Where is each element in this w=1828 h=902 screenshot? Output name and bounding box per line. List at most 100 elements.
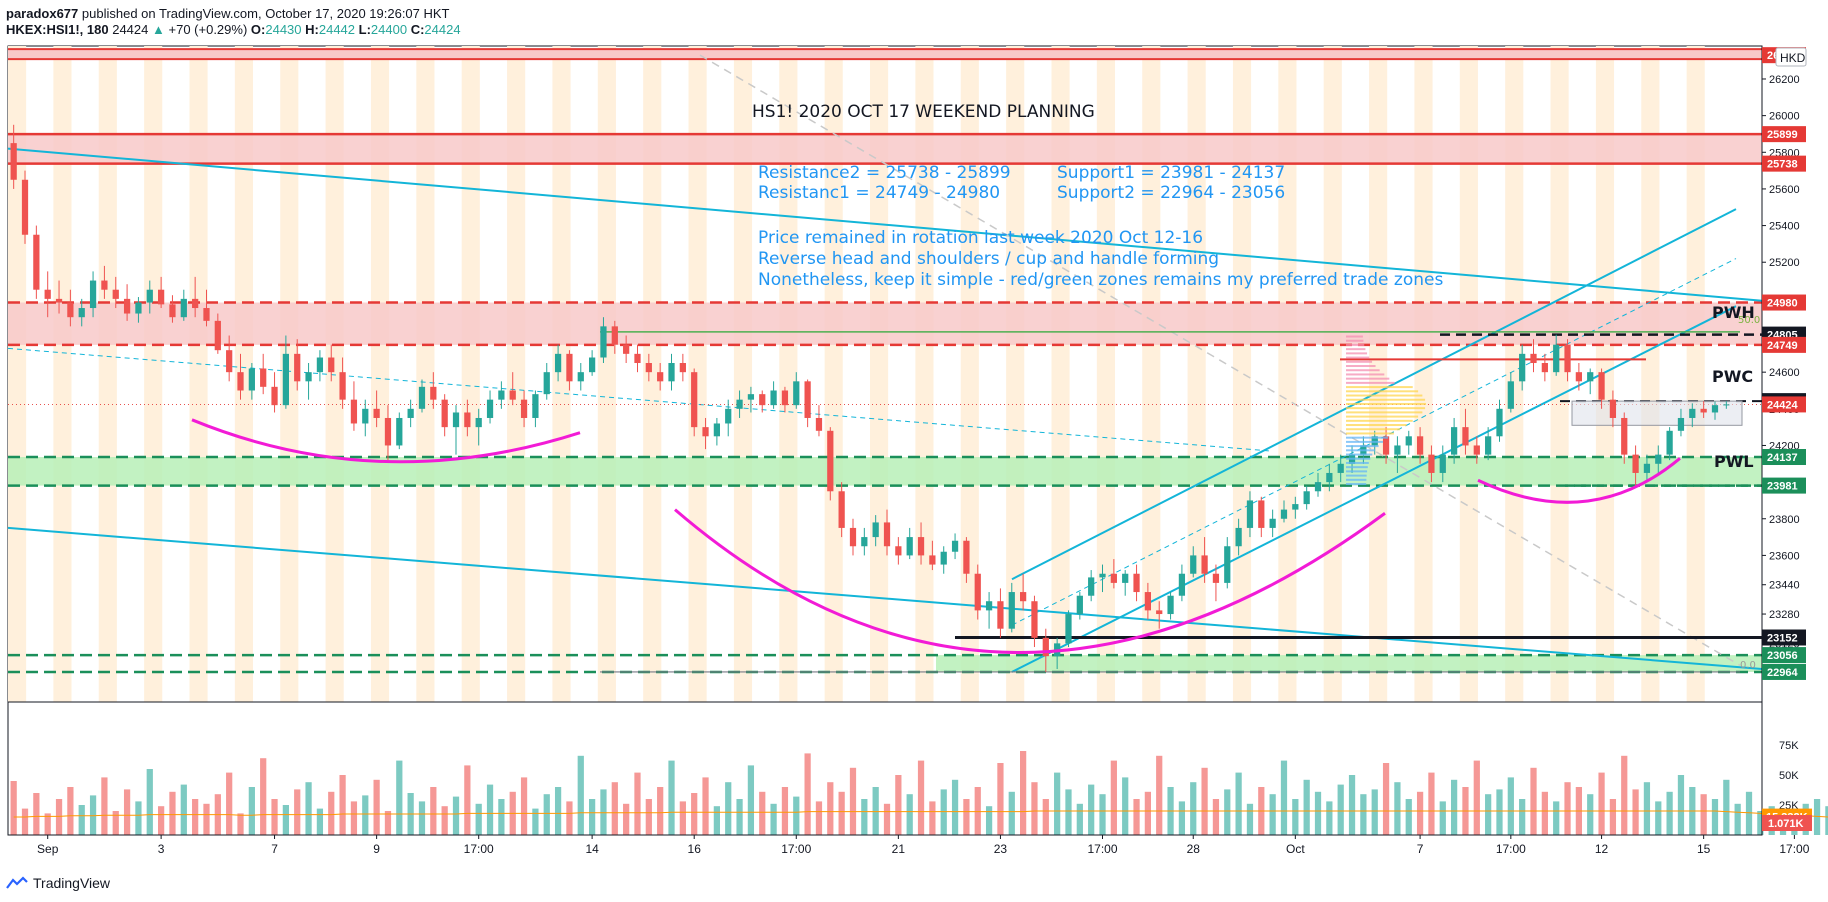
volume-bar: [1246, 803, 1254, 835]
time-tick-label: 12: [1595, 842, 1609, 856]
candle-body: [1632, 454, 1639, 473]
currency-badge[interactable]: HKD: [1775, 47, 1807, 67]
candle-body: [418, 386, 426, 409]
volume-bar: [849, 767, 857, 835]
candle-body: [509, 390, 516, 400]
candle-body: [940, 551, 947, 565]
time-tick-label: 14: [585, 842, 599, 856]
session-band: [1051, 46, 1070, 702]
volume-bar: [917, 760, 925, 835]
candle-body: [123, 298, 131, 314]
candle-body: [1292, 504, 1299, 510]
volume-profile-row: [1346, 440, 1383, 443]
volume-bar: [475, 803, 482, 835]
volume-bar: [1416, 791, 1424, 835]
volume-bar: [1280, 760, 1288, 835]
candle-body: [1337, 463, 1344, 473]
candle-body: [486, 399, 494, 418]
candle-body: [895, 546, 902, 556]
open-label: O:: [250, 22, 266, 37]
volume-bar: [702, 777, 709, 835]
price-tick-label: 23600: [1769, 550, 1800, 562]
volume-bar: [1405, 799, 1412, 835]
candle-body: [339, 372, 346, 400]
candle-body: [271, 386, 278, 406]
volume-bar: [350, 801, 358, 835]
volume-bar: [282, 805, 290, 835]
candle-body: [1110, 573, 1117, 583]
candle-body: [1019, 592, 1027, 602]
candle-body: [498, 390, 505, 400]
candle-body: [396, 417, 403, 446]
volume-bar: [362, 795, 369, 835]
volume-bar: [373, 779, 380, 835]
candle-body: [1212, 573, 1220, 583]
time-tick-label: 15: [1697, 842, 1711, 856]
volume-bar: [226, 772, 233, 835]
volume-profile: [1346, 335, 1426, 486]
consolidation-box: [1571, 400, 1743, 426]
volume-profile-row: [1346, 432, 1394, 435]
candle-body: [1439, 454, 1446, 473]
candle-body: [169, 304, 176, 318]
volume-bar: [384, 811, 392, 835]
price-label-badge: [1762, 663, 1806, 680]
candle-body: [373, 408, 380, 418]
session-band: [234, 46, 253, 702]
candle-body: [248, 368, 255, 391]
session-band: [189, 46, 208, 702]
left-shoulder-arc: [191, 418, 581, 464]
volume-bar: [396, 760, 403, 835]
downtrend-line-upper: [7, 147, 1763, 302]
symbol-label[interactable]: HKEX:HSI1!, 180: [6, 22, 109, 37]
candle-body: [883, 522, 891, 547]
session-band: [416, 46, 435, 702]
time-axis[interactable]: Sep 3 7 9 17:00 14 16 17:00 21 23 17:00 28 Oct 7 17:00…: [37, 835, 1828, 856]
session-band: [733, 46, 753, 702]
close-label: C:: [410, 22, 425, 37]
candle-body: [1099, 573, 1106, 578]
candle-body: [611, 326, 618, 345]
volume-bar: [634, 772, 641, 835]
volume-bar: [1360, 794, 1367, 835]
volume-bar: [1530, 767, 1537, 835]
candle-body: [1677, 417, 1685, 431]
annotation-resistance2: Resistance2 = 25738 - 25899: [758, 163, 1011, 183]
open-value: 24430: [265, 22, 302, 37]
candle-body: [929, 555, 936, 565]
candle-body: [1076, 595, 1083, 615]
time-tick-label: 7: [1417, 842, 1424, 856]
candle-body: [1575, 372, 1583, 382]
candle-body: [1201, 555, 1208, 574]
price-label-text: 22964: [1767, 667, 1798, 679]
volume-bar: [1144, 791, 1152, 835]
volume-bar: [532, 808, 539, 835]
candle-body: [747, 394, 755, 400]
volume-bar: [1076, 803, 1083, 835]
candle-body: [974, 573, 981, 611]
volume-profile-row: [1346, 436, 1389, 439]
price-axis[interactable]: 2296023120232802344023600238002400024200…: [1761, 46, 1812, 835]
price-label-badge: [1762, 396, 1806, 413]
candle-body: [951, 540, 959, 552]
tradingview-logo[interactable]: TradingView: [6, 875, 110, 891]
volume-profile-row: [1346, 369, 1380, 372]
publish-info: paradox677 published on TradingView.com,…: [6, 6, 450, 21]
volume-bar: [1598, 772, 1605, 835]
publisher-name[interactable]: paradox677: [6, 6, 79, 21]
candle-body: [67, 302, 74, 318]
volume-profile-row: [1346, 335, 1363, 338]
session-band: [870, 46, 889, 702]
low-label: L:: [358, 22, 371, 37]
downtrend-midline: [7, 347, 1271, 452]
candle-body: [645, 363, 652, 373]
time-tick-label: 17:00: [464, 842, 494, 856]
candle-body: [793, 381, 800, 406]
close-value: 24424: [424, 22, 461, 37]
session-band: [779, 46, 798, 702]
volume-bar: [804, 753, 811, 835]
volume-bar: [1439, 801, 1446, 835]
volume-bar: [486, 784, 494, 835]
candle-body: [441, 399, 448, 428]
